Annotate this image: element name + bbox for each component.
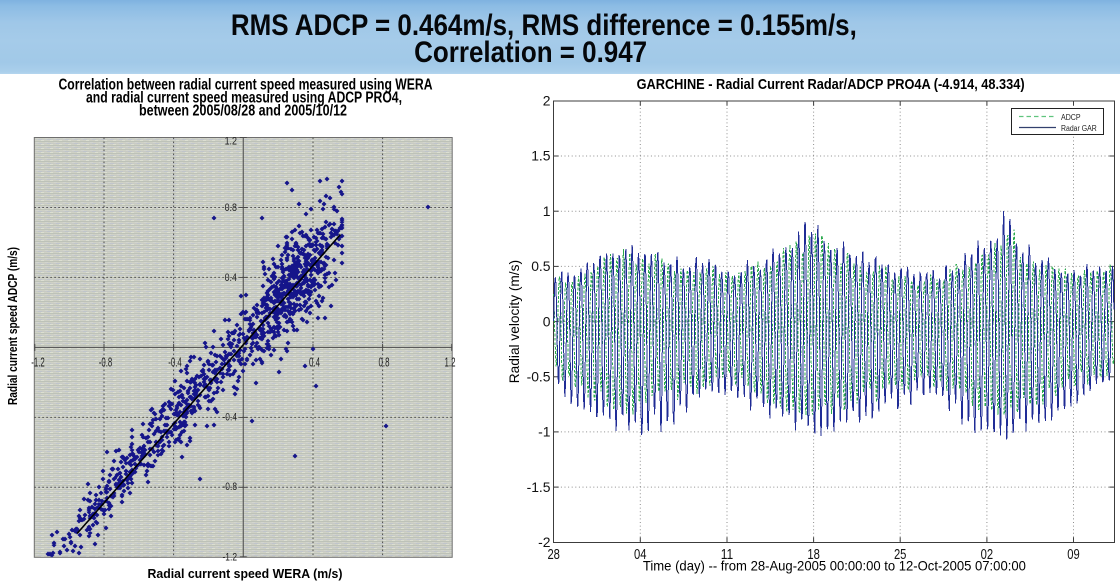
svg-text:11: 11 (721, 547, 734, 563)
svg-text:2: 2 (543, 93, 551, 109)
svg-text:28: 28 (547, 547, 560, 563)
svg-text:between 2005/08/28 and 2005/10: between 2005/08/28 and 2005/10/12 (139, 103, 347, 120)
svg-text:-0.8: -0.8 (99, 356, 113, 370)
svg-text:ADCP: ADCP (1061, 113, 1081, 122)
svg-text:-0.4: -0.4 (168, 356, 182, 370)
svg-text:GARCHINE - Radial Current Rada: GARCHINE - Radial Current Radar/ADCP PRO… (637, 78, 1025, 93)
svg-text:Radar GAR: Radar GAR (1061, 124, 1097, 133)
svg-text:0.8: 0.8 (225, 202, 237, 214)
svg-text:1.2: 1.2 (225, 135, 237, 147)
svg-text:Correlation between radial cur: Correlation between radial current speed… (59, 76, 433, 93)
svg-text:0: 0 (543, 313, 551, 329)
svg-text:-0.4: -0.4 (223, 411, 238, 423)
svg-text:0.4: 0.4 (225, 272, 237, 284)
svg-text:25: 25 (894, 547, 907, 563)
svg-text:-1.2: -1.2 (31, 356, 45, 370)
svg-text:18: 18 (807, 547, 820, 563)
svg-text:-1: -1 (538, 424, 551, 440)
svg-text:-0.8: -0.8 (223, 481, 238, 493)
svg-text:0.4: 0.4 (309, 356, 320, 370)
svg-text:Time (day) -- from 28-Aug-2005: Time (day) -- from 28-Aug-2005 00:00:00 … (643, 559, 1026, 574)
svg-text:0.5: 0.5 (531, 258, 551, 274)
svg-text:1.2: 1.2 (445, 356, 456, 370)
svg-text:-1.5: -1.5 (527, 479, 551, 495)
svg-text:Radial velocity (m/s): Radial velocity (m/s) (507, 260, 522, 383)
svg-text:04: 04 (634, 547, 647, 563)
svg-text:Radial current speed ADCP (m/s: Radial current speed ADCP (m/s) (5, 247, 20, 405)
svg-text:and radial current speed measu: and radial current speed measured using … (86, 90, 402, 107)
svg-text:-1.2: -1.2 (223, 551, 238, 563)
svg-text:1.5: 1.5 (531, 148, 551, 164)
svg-text:09: 09 (1067, 547, 1080, 563)
svg-text:-2: -2 (538, 534, 551, 550)
svg-text:02: 02 (981, 547, 994, 563)
svg-text:-0.5: -0.5 (527, 368, 551, 384)
svg-text:0.8: 0.8 (379, 356, 390, 370)
svg-text:Radial current speed WERA (m/s: Radial current speed WERA (m/s) (148, 566, 343, 581)
svg-text:1: 1 (543, 203, 551, 219)
